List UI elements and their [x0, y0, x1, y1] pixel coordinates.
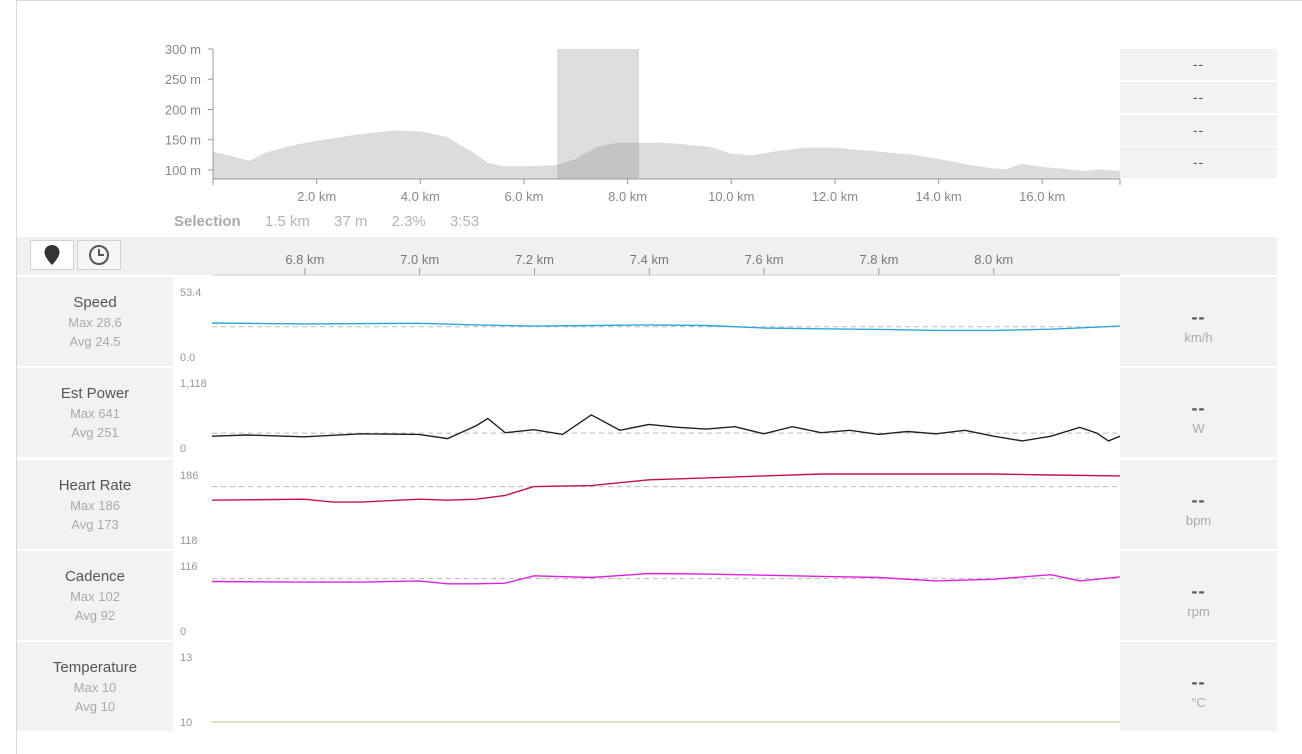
elevation-x-tick-label: 2.0 km — [297, 189, 336, 204]
temperature-max: Max 10 — [73, 680, 117, 695]
est-power-series-line — [212, 414, 1120, 442]
cadence-ymin-label: 0 — [180, 626, 187, 638]
speed-unit: km/h — [1184, 330, 1213, 345]
selection-distance: 1.5 km — [264, 213, 310, 230]
heart-rate-current-panel: -- bpm — [1120, 460, 1277, 549]
heart-rate-chart[interactable] — [212, 460, 1120, 549]
cadence-current-panel: -- rpm — [1120, 551, 1277, 640]
elevation-stat-4: -- — [1120, 147, 1277, 178]
selection-window — [557, 49, 640, 179]
cadence-ymax-label: 116 — [180, 561, 198, 573]
selection-time: 3:53 — [449, 213, 480, 230]
elevation-x-tick-label: 12.0 km — [812, 189, 858, 204]
speed-ymax-label: 53.4 — [180, 287, 202, 299]
temperature-name: Temperature — [52, 659, 138, 676]
est-power-name: Est Power — [60, 385, 130, 402]
est-power-avg: Avg 251 — [71, 425, 119, 440]
est-power-label-panel: Est Power Max 641 Avg 251 — [17, 368, 173, 457]
elevation-y-tick-label: 250 m — [165, 72, 201, 87]
detail-x-tick-label: 7.0 km — [400, 252, 439, 267]
elevation-area — [213, 130, 1120, 179]
elevation-x-tick-label: 6.0 km — [504, 189, 543, 204]
selection-grade: 2.3% — [391, 213, 426, 230]
cadence-max: Max 102 — [70, 589, 120, 604]
detail-x-tick-label: 7.8 km — [859, 252, 898, 267]
est-power-chart[interactable] — [212, 368, 1120, 457]
detail-x-tick-label: 8.0 km — [974, 252, 1013, 267]
elevation-y-tick-label: 200 m — [165, 102, 201, 117]
cadence-avg: Avg 92 — [74, 608, 116, 623]
cadence-name: Cadence — [64, 568, 126, 585]
heart-rate-ymax-label: 186 — [180, 470, 199, 482]
est-power-max: Max 641 — [70, 406, 120, 421]
location-pin-icon — [44, 245, 60, 265]
est-power-ymin-label: 0 — [180, 443, 187, 455]
selection-summary: Selection 1.5 km 37 m 2.3% 3:53 — [174, 213, 499, 230]
elevation-x-tick-label: 16.0 km — [1019, 189, 1065, 204]
elevation-y-tick-label: 150 m — [165, 133, 201, 148]
elevation-y-tick-label: 300 m — [165, 42, 201, 57]
distance-mode-button[interactable] — [30, 240, 74, 270]
cadence-label-panel: Cadence Max 102 Avg 92 — [17, 551, 173, 640]
temperature-current-value: -- — [1191, 672, 1206, 692]
speed-label-panel: Speed Max 28.6 Avg 24.5 — [17, 277, 173, 366]
temperature-current-panel: -- °C — [1120, 642, 1277, 731]
time-mode-button[interactable] — [77, 240, 121, 270]
heart-rate-max: Max 186 — [70, 498, 120, 513]
selection-elevation: 37 m — [334, 213, 368, 230]
speed-avg: Avg 24.5 — [69, 334, 121, 349]
elevation-chart[interactable]: 300 m 250 m 200 m 150 m 100 m 2.0 km 4.0 km 6.0… — [0, 0, 1302, 210]
chart-toolbar — [17, 237, 1277, 275]
cadence-series-line — [212, 572, 1120, 585]
distance-axis: 6.8 km 7.0 km 7.2 km 7.4 km 7.6 km 7.8 km 8.0 … — [213, 252, 1120, 276]
speed-name: Speed — [73, 294, 117, 311]
heart-rate-unit: bpm — [1185, 513, 1212, 528]
elevation-y-tick-label: 100 m — [165, 163, 201, 178]
speed-ymin-label: 0.0 — [180, 352, 196, 364]
est-power-current-panel: -- W — [1120, 368, 1277, 457]
cadence-unit: rpm — [1187, 604, 1210, 619]
elevation-x-tick-label: 10.0 km — [708, 189, 754, 204]
heart-rate-ymin-label: 118 — [180, 535, 198, 547]
detail-x-tick-label: 7.4 km — [630, 252, 669, 267]
elevation-stat-1: -- — [1120, 49, 1277, 80]
temperature-ymin-label: 10 — [180, 717, 193, 729]
heart-rate-current-value: -- — [1191, 490, 1206, 510]
heart-rate-name: Heart Rate — [58, 477, 132, 494]
speed-chart[interactable] — [212, 277, 1120, 366]
est-power-unit: W — [1192, 421, 1205, 436]
temperature-ymax-label: 13 — [180, 652, 193, 664]
est-power-ymax-label: 1,118 — [180, 378, 207, 390]
temperature-unit: °C — [1191, 695, 1206, 710]
heart-rate-label-panel: Heart Rate Max 186 Avg 173 — [17, 460, 173, 549]
detail-x-tick-label: 7.6 km — [745, 252, 784, 267]
detail-x-tick-label: 7.2 km — [515, 252, 554, 267]
temperature-avg: Avg 10 — [74, 699, 116, 714]
elevation-x-tick-label: 14.0 km — [915, 189, 961, 204]
speed-current-panel: -- km/h — [1120, 277, 1277, 366]
clock-icon — [89, 245, 109, 265]
temperature-label-panel: Temperature Max 10 Avg 10 — [17, 642, 173, 731]
selection-title: Selection — [174, 213, 241, 230]
temperature-chart[interactable] — [212, 642, 1120, 731]
heart-rate-avg: Avg 173 — [71, 517, 119, 532]
elevation-x-tick-label: 8.0 km — [608, 189, 647, 204]
speed-series-line — [212, 322, 1120, 332]
elevation-stat-3: -- — [1120, 115, 1277, 146]
speed-max: Max 28.6 — [68, 315, 122, 330]
elevation-stat-2: -- — [1120, 82, 1277, 113]
cadence-current-value: -- — [1191, 581, 1206, 601]
detail-x-tick-label: 6.8 km — [285, 252, 324, 267]
cadence-chart[interactable] — [212, 551, 1120, 640]
elevation-x-tick-label: 4.0 km — [401, 189, 440, 204]
speed-current-value: -- — [1191, 307, 1206, 327]
app-frame — [16, 0, 1302, 754]
heart-rate-series-line — [212, 473, 1120, 503]
est-power-current-value: -- — [1191, 398, 1206, 418]
